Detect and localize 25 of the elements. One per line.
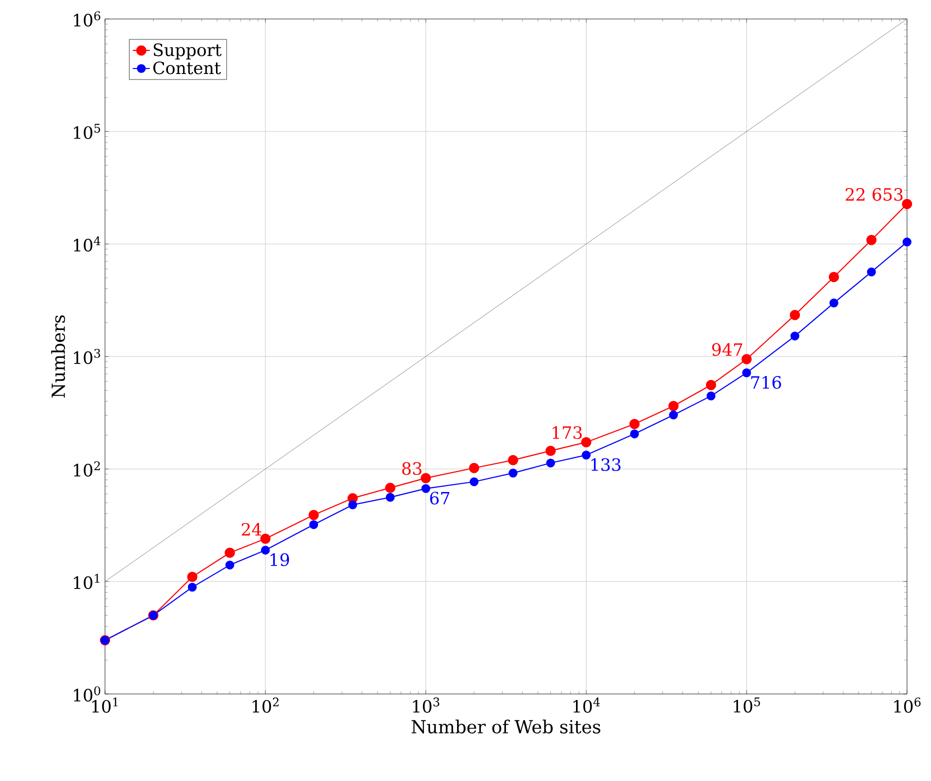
legend-label: Support (154, 43, 222, 60)
data-label: 83 (402, 462, 422, 475)
y-tick-label: 10$^{1}$ (74, 574, 100, 590)
y-tick-label: 10$^{6}$ (74, 11, 100, 27)
x-tick-label: 10$^{5}$ (734, 698, 760, 713)
x-axis-title: Number of Web sites (412, 720, 600, 734)
data-label: 173 (552, 426, 582, 440)
data-label: 716 (751, 376, 782, 389)
data-label: 133 (591, 458, 620, 472)
x-tick-label: 10$^{3}$ (413, 698, 440, 713)
data-label: 67 (430, 492, 450, 505)
y-tick-label: 10$^{5}$ (74, 124, 100, 140)
data-label: 24 (242, 522, 262, 536)
x-tick-label: 10$^{4}$ (573, 698, 600, 713)
y-tick-label: 10$^{4}$ (74, 236, 100, 252)
y-tick-label: 10$^{2}$ (74, 461, 100, 477)
x-tick-label: 10$^{1}$ (92, 698, 118, 713)
x-tick-label: 10$^{2}$ (252, 698, 279, 713)
data-label: 947 (712, 343, 742, 356)
data-label: 22 653 (846, 188, 903, 201)
legend-label: Content (153, 61, 221, 74)
data-label: 19 (270, 553, 290, 566)
y-tick-label: 10$^{3}$ (74, 348, 100, 364)
x-tick-label: 10$^{6}$ (894, 698, 921, 713)
y-axis-title: Numbers (51, 315, 66, 398)
